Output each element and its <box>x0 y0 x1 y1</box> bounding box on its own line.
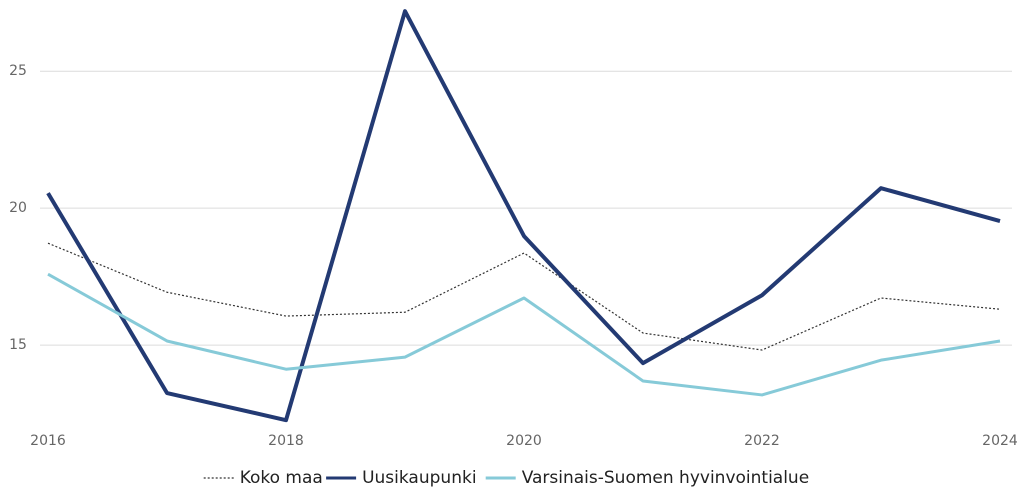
x-tick-label: 2020 <box>506 433 542 449</box>
x-tick-label: 2018 <box>268 433 304 449</box>
series-line <box>47 242 1001 351</box>
y-tick-label: 15 <box>9 337 27 353</box>
x-tick-label: 2024 <box>982 433 1018 449</box>
y-tick-label: 25 <box>9 63 27 79</box>
series-line <box>46 9 1001 423</box>
y-tick-label: 20 <box>9 200 27 216</box>
x-tick-label: 2016 <box>30 433 66 449</box>
legend-label: Koko maa <box>240 468 323 488</box>
legend-label: Uusikaupunki <box>362 468 476 488</box>
x-tick-label: 2022 <box>744 433 780 449</box>
series-line <box>47 272 1001 397</box>
legend-label: Varsinais-Suomen hyvinvointialue <box>522 468 809 488</box>
